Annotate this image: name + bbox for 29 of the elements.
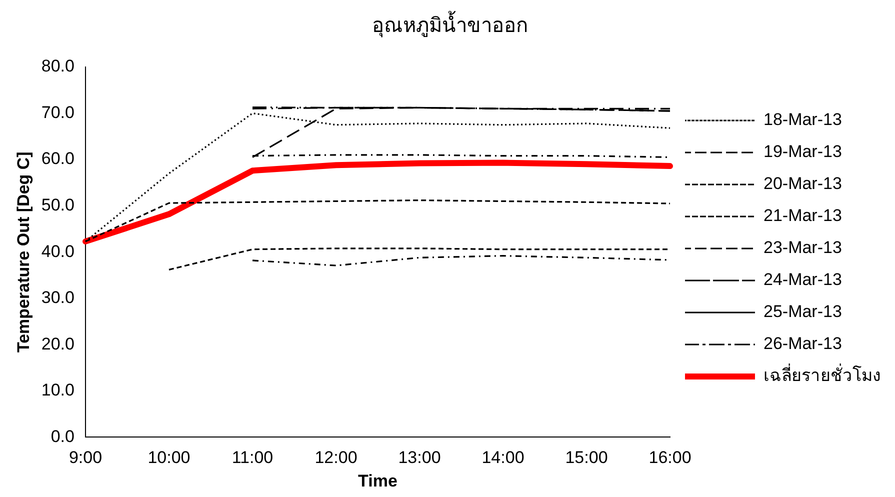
- y-tick-label: 30.0: [41, 288, 74, 308]
- x-tick-label: 9:00: [68, 448, 102, 468]
- legend-label: 25-Mar-13: [764, 302, 842, 322]
- legend-label: 19-Mar-13: [764, 142, 842, 162]
- y-tick-label: 80.0: [41, 56, 74, 76]
- y-tick-label: 0.0: [50, 426, 74, 446]
- y-tick-label: 50.0: [41, 196, 74, 215]
- x-tick-label: 13:00: [398, 448, 441, 468]
- legend-label: 18-Mar-13: [764, 110, 842, 130]
- y-tick-label: 20.0: [41, 334, 74, 354]
- x-tick-label: 11:00: [232, 448, 274, 468]
- legend-label: 23-Mar-13: [764, 238, 842, 258]
- legend-label: 26-Mar-13: [764, 334, 842, 354]
- y-tick-label: 70.0: [41, 102, 74, 122]
- x-tick-label: 14:00: [482, 448, 524, 468]
- y-tick-label: 40.0: [41, 242, 74, 261]
- legend-label: 24-Mar-13: [764, 270, 842, 290]
- x-tick-label: 10:00: [148, 448, 190, 468]
- legend-label: 21-Mar-13: [764, 206, 842, 226]
- legend-label: เฉลี่ยรายชั่วโมง: [764, 363, 880, 386]
- chart-title: อุณหภูมิน้ำขาออก: [372, 11, 528, 38]
- x-tick-label: 12:00: [314, 448, 358, 468]
- x-tick-label: 16:00: [648, 448, 692, 468]
- y-tick-label: 10.0: [41, 380, 74, 400]
- legend-label: 20-Mar-13: [764, 174, 842, 194]
- x-tick-label: 15:00: [565, 448, 608, 468]
- x-axis-title: Time: [358, 471, 398, 490]
- y-tick-label: 60.0: [41, 149, 74, 168]
- y-axis-title: Temperature Out [Deg C]: [14, 152, 33, 353]
